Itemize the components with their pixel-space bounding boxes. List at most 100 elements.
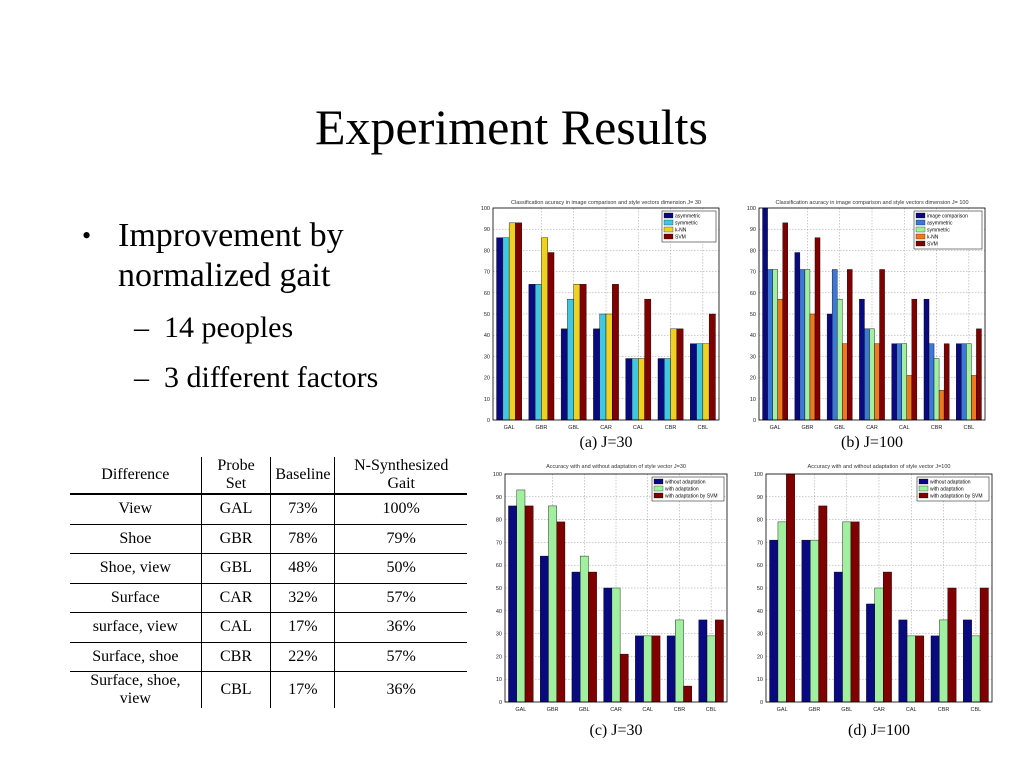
bar (898, 619, 908, 703)
y-tick-label: 60 (484, 291, 490, 297)
cell-probe-set: CAL (200, 612, 271, 642)
results-table: Difference Probe Set Baseline N-Synthesi… (70, 457, 467, 708)
bullet-list: • Improvement by normalized gait – 14 pe… (82, 216, 462, 396)
bar (651, 635, 661, 703)
table-row: Surface CAR 32% 57% (70, 583, 467, 613)
y-tick-label: 90 (757, 495, 763, 501)
y-tick-label: 30 (484, 354, 490, 360)
y-tick-label: 20 (750, 376, 756, 382)
cell-n-synthesized: 36% (334, 671, 467, 708)
bar (644, 298, 652, 421)
chart-c-j30-adaptation: Accuracy with and without adaptation of … (493, 464, 728, 738)
legend-swatch (663, 219, 674, 226)
bar (676, 328, 684, 421)
bar (966, 343, 972, 421)
plot-frame (492, 207, 720, 421)
chart-title: Classification acuracy in image comparis… (775, 200, 968, 206)
y-tick-label: 40 (750, 333, 756, 339)
bar (772, 269, 778, 421)
y-tick-label: 10 (757, 677, 763, 683)
bar (619, 653, 629, 703)
bar (882, 571, 892, 703)
legend-swatch (915, 219, 926, 226)
bar (690, 343, 697, 421)
cell-n-synthesized: 79% (334, 524, 467, 554)
bar (896, 343, 902, 421)
bar (571, 571, 581, 703)
bar (939, 619, 948, 703)
x-tick-label: CAL (899, 425, 910, 431)
header-n-synthesized: N-Synthesized Gait (334, 457, 467, 495)
bar (971, 635, 981, 703)
cell-difference: Surface (110, 588, 160, 606)
bar (928, 343, 935, 421)
plot-frame (504, 473, 728, 703)
x-tick-label: CAL (642, 707, 653, 713)
legend-swatch (653, 492, 664, 499)
y-tick-label: 60 (757, 563, 763, 569)
y-tick-label: 30 (750, 354, 756, 360)
bar (540, 555, 549, 703)
cell-difference: Surface, shoe, view (90, 672, 181, 707)
legend-swatch (915, 226, 926, 233)
bar (842, 521, 852, 703)
y-tick-label: 20 (757, 654, 763, 660)
bar (933, 358, 940, 421)
x-tick-label: CBL (706, 707, 717, 713)
bar (560, 328, 568, 421)
chart-title: Accuracy with and without adaptation of … (808, 464, 951, 470)
table-row: Surface, shoe, view CBL 17% 36% (70, 671, 467, 708)
y-tick-label: 90 (484, 227, 490, 233)
bar (794, 252, 801, 421)
bar (683, 685, 692, 703)
bar (635, 635, 644, 703)
bullet-dot-icon: • (82, 221, 92, 250)
x-tick-label: CBL (698, 425, 709, 431)
legend-swatch (918, 478, 929, 485)
x-tick-label: GBR (547, 707, 559, 713)
legend-entry: asymmetric (675, 214, 701, 220)
bar (508, 505, 517, 703)
chart-title: Accuracy with and without adaptation of … (546, 464, 686, 470)
y-tick-label: 50 (750, 312, 756, 318)
bar (702, 343, 710, 421)
y-tick-label: 30 (496, 632, 502, 638)
x-tick-label: GAL (515, 707, 526, 713)
legend-entry: without adaptation (930, 480, 971, 486)
bar (961, 343, 967, 421)
bar (915, 635, 925, 703)
legend-box (651, 476, 725, 502)
bar (502, 237, 510, 421)
y-tick-label: 80 (750, 248, 756, 254)
bar (670, 328, 678, 421)
bar (938, 390, 945, 421)
slide-title: Experiment Results (315, 99, 708, 155)
cell-n-synthesized: 57% (334, 642, 467, 672)
bar (901, 343, 908, 421)
bar (826, 313, 833, 421)
table-row: surface, view CAL 17% 36% (70, 612, 467, 642)
cell-difference: View (118, 500, 153, 518)
bar (528, 284, 536, 421)
bar (548, 505, 557, 703)
legend-swatch (918, 485, 929, 492)
cell-difference: Shoe (119, 529, 152, 547)
legend-entry: with adaptation by SVM (665, 494, 718, 500)
table-row: Shoe GBR 78% 79% (70, 524, 467, 554)
bar (956, 343, 962, 421)
chart-title: Classification acuracy in image comparis… (511, 200, 701, 206)
cell-baseline: 17% (270, 612, 335, 642)
bar (786, 473, 795, 703)
x-tick-label: CBR (938, 707, 950, 713)
legend-entry: k-NN (927, 235, 939, 241)
cell-baseline: 78% (270, 524, 335, 554)
plot-frame (758, 207, 986, 421)
bar (612, 284, 619, 421)
bar (979, 587, 989, 703)
bar (810, 539, 819, 703)
bar (923, 298, 930, 421)
legend-entry: image comparison (927, 214, 968, 220)
y-tick-label: 20 (496, 654, 502, 660)
bar (833, 571, 843, 703)
cell-n-synthesized: 50% (334, 553, 467, 583)
